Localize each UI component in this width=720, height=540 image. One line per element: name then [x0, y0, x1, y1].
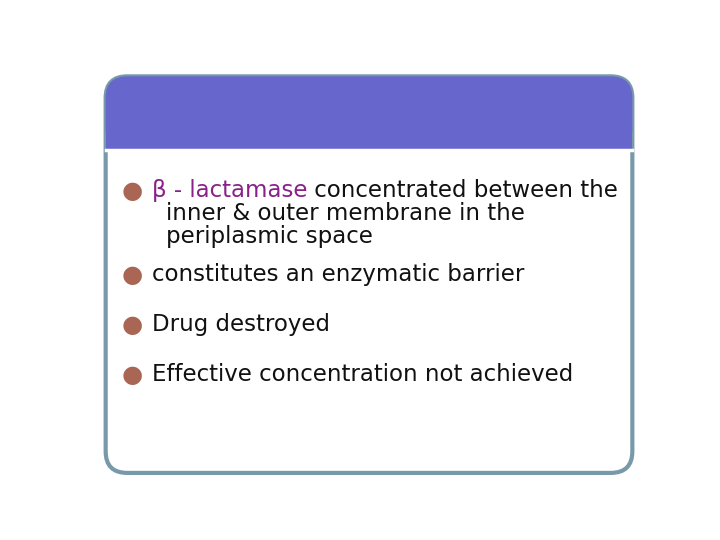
FancyBboxPatch shape	[106, 111, 632, 150]
Text: constitutes an enzymatic barrier: constitutes an enzymatic barrier	[152, 262, 524, 286]
Text: Drug destroyed: Drug destroyed	[152, 313, 330, 336]
FancyBboxPatch shape	[106, 76, 632, 473]
FancyBboxPatch shape	[106, 76, 632, 150]
Text: ●: ●	[121, 313, 143, 337]
Text: β - lactamase: β - lactamase	[152, 179, 307, 202]
Text: Effective concentration not achieved: Effective concentration not achieved	[152, 363, 573, 386]
Text: ●: ●	[121, 363, 143, 387]
Text: inner & outer membrane in the: inner & outer membrane in the	[166, 202, 525, 225]
Text: concentrated between the: concentrated between the	[307, 179, 618, 202]
Text: ●: ●	[121, 262, 143, 287]
Text: ●: ●	[121, 179, 143, 202]
Text: periplasmic space: periplasmic space	[166, 225, 372, 248]
